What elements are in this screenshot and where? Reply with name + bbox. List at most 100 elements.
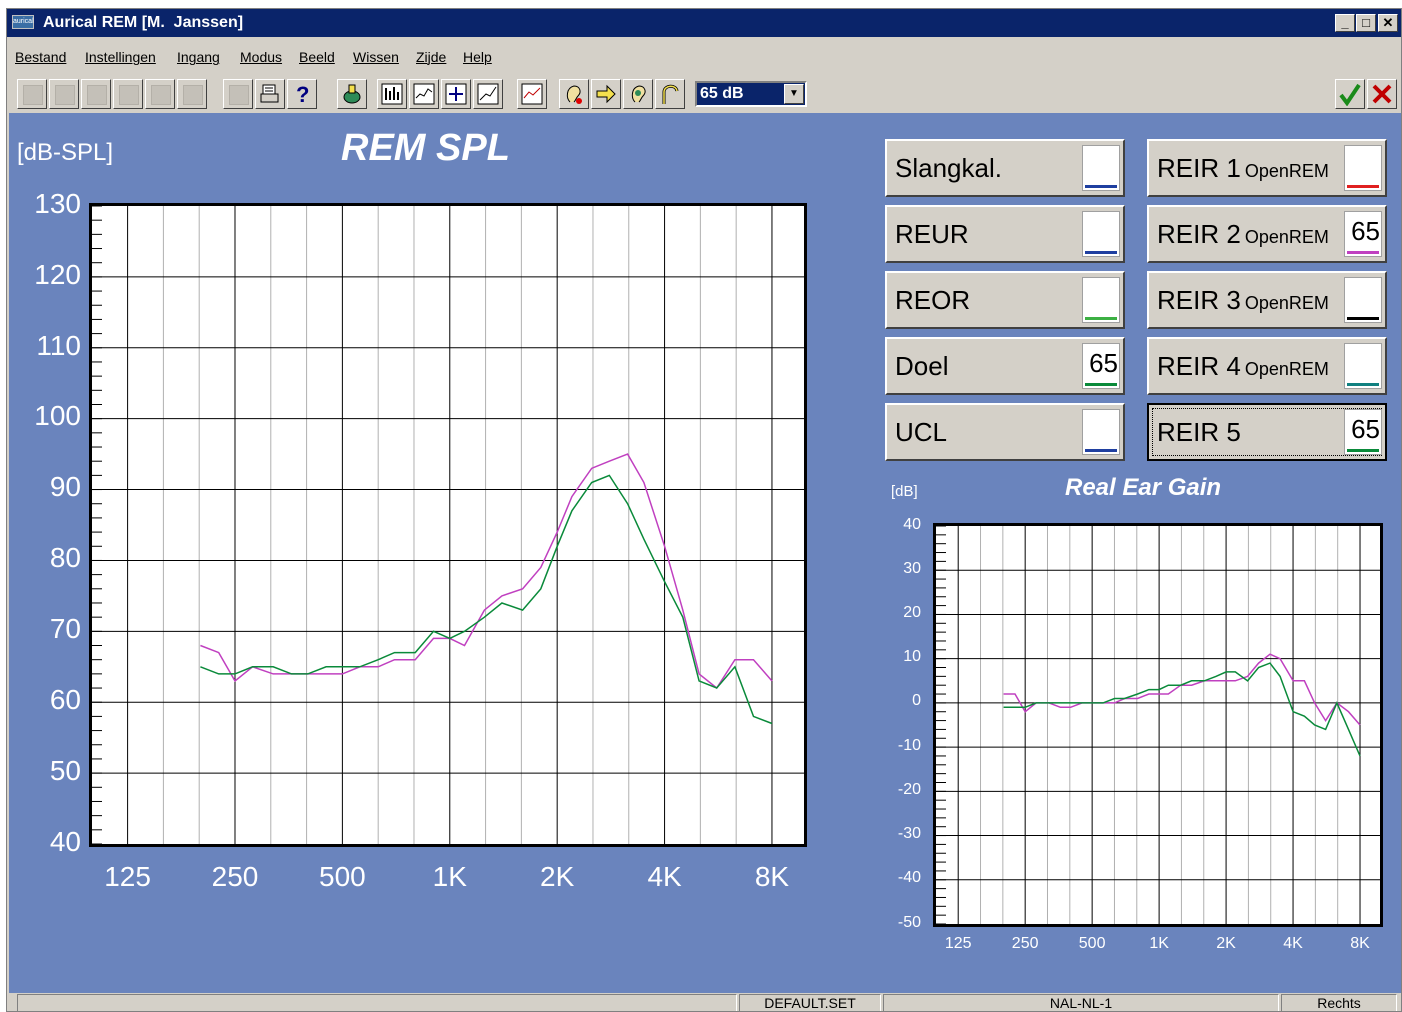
channel-button-doel[interactable]: Doel 65 (885, 337, 1125, 395)
title-bar[interactable]: aurical Aurical REM [M. Janssen] _ □ ✕ (7, 9, 1401, 37)
fft-icon[interactable] (377, 79, 407, 109)
gain-plot (936, 525, 1380, 925)
x-tick-label: 250 (1011, 935, 1039, 952)
channel-color-line (1085, 251, 1117, 254)
close-button[interactable]: ✕ (1378, 14, 1398, 32)
channel-color-line (1085, 449, 1117, 452)
ear-tip-icon[interactable] (623, 79, 653, 109)
hearing-aid-icon[interactable] (655, 79, 685, 109)
ear-icon[interactable] (559, 79, 589, 109)
menu-instellingen[interactable]: Instellingen (85, 49, 156, 65)
channel-name: REUR (895, 219, 969, 249)
view-icon[interactable] (517, 79, 547, 109)
menu-bestand[interactable]: Bestand (15, 49, 67, 65)
spl-title: REM SPL (341, 127, 510, 169)
cross-icon[interactable] (1367, 79, 1397, 109)
target-icon[interactable] (441, 79, 471, 109)
y-tick-label: 110 (36, 329, 81, 361)
application-window: aurical Aurical REM [M. Janssen] _ □ ✕ B… (6, 8, 1402, 1012)
channel-button-reor[interactable]: REOR (885, 271, 1125, 329)
channel-name: UCL (895, 417, 948, 447)
channel-button-reir-2[interactable]: REIR 2 OpenREM 65 (1147, 205, 1387, 263)
channel-name: REIR 1 (1157, 153, 1241, 183)
status-bar: DEFAULT.SET NAL-NL-1 Rechts (7, 993, 1401, 1011)
spectrum-icon[interactable] (409, 79, 439, 109)
x-tick-label: 500 (319, 861, 366, 892)
channel-label: REIR 4 OpenREM (1157, 351, 1329, 382)
y-tick-label: -50 (897, 913, 921, 931)
probe-icon[interactable] (337, 79, 367, 109)
y-tick-label: -10 (897, 736, 921, 754)
channel-button-reur[interactable]: REUR (885, 205, 1125, 263)
channel-level-box (1082, 211, 1120, 257)
y-tick-label: 30 (903, 559, 921, 577)
print-icon[interactable] (255, 79, 285, 109)
channel-label: REOR (895, 285, 970, 316)
channel-level: 65 (1351, 216, 1380, 246)
channel-button-reir-5[interactable]: REIR 5 65 (1147, 403, 1387, 461)
menu-modus[interactable]: Modus (240, 49, 283, 65)
channel-button-slangkal[interactable]: Slangkal. (885, 139, 1125, 197)
channel-level-box (1344, 343, 1382, 389)
y-tick-label: 40 (903, 515, 921, 533)
y-tick-label: 120 (34, 258, 81, 290)
x-tick-label: 125 (944, 935, 972, 952)
maximize-button[interactable]: □ (1356, 14, 1376, 32)
channel-level-box: 65 (1344, 211, 1382, 257)
menu-help[interactable]: Help (463, 49, 492, 65)
channel-level-box: 65 (1344, 409, 1382, 455)
waveform-icon (81, 79, 111, 109)
edit-icon (223, 79, 253, 109)
menu-wissen[interactable]: Wissen (353, 49, 399, 65)
arrow-icon[interactable] (591, 79, 621, 109)
svg-text:?: ? (296, 82, 309, 106)
y-tick-label: 130 (34, 187, 81, 219)
x-tick-label: 2K (540, 861, 575, 892)
y-tick-label: 40 (49, 825, 81, 857)
status-fitting-rule: NAL-NL-1 (883, 994, 1279, 1011)
channel-sublabel: OpenREM (1244, 227, 1329, 247)
spl-ylabel: [dB-SPL] (17, 139, 114, 166)
app-logo-icon: aurical (12, 15, 34, 29)
x-tick-label: 125 (104, 861, 151, 892)
minimize-button[interactable]: _ (1335, 14, 1355, 32)
channel-label: UCL (895, 417, 947, 448)
checkmark-icon[interactable] (1335, 79, 1365, 109)
channel-label: REIR 2 OpenREM (1157, 219, 1329, 250)
channel-sublabel: OpenREM (1244, 161, 1329, 181)
channel-color-line (1347, 185, 1379, 188)
y-tick-label: 50 (49, 754, 81, 786)
chevron-down-icon[interactable]: ▼ (784, 84, 804, 104)
main-panel: [dB-SPL] REM SPL Slangkal. REUR REOR Doel 65… (9, 113, 1401, 993)
channel-sublabel: OpenREM (1244, 359, 1329, 379)
series-line-1 (1003, 662, 1361, 757)
level-select[interactable]: 65 dB ▼ (695, 81, 807, 107)
window-title: Aurical REM [M. Janssen] (43, 14, 244, 31)
channel-button-reir-1[interactable]: REIR 1 OpenREM (1147, 139, 1387, 197)
x-tick-label: 8K (1350, 935, 1370, 952)
channel-label: REIR 1 OpenREM (1157, 153, 1329, 184)
menu-beeld[interactable]: Beeld (299, 49, 335, 65)
channel-color-line (1347, 449, 1379, 452)
channel-name: REIR 2 (1157, 219, 1241, 249)
y-tick-label: 70 (49, 613, 81, 645)
x-tick-label: 4K (647, 861, 682, 892)
channel-level-box: 65 (1082, 343, 1120, 389)
channel-name: Doel (895, 351, 949, 381)
x-tick-label: 8K (754, 861, 790, 892)
channel-button-reir-4[interactable]: REIR 4 OpenREM (1147, 337, 1387, 395)
channel-sublabel: OpenREM (1244, 293, 1329, 313)
help-icon[interactable]: ? (287, 79, 317, 109)
gain-title: Real Ear Gain (1065, 474, 1222, 501)
menu-ingang[interactable]: Ingang (177, 49, 220, 65)
channel-button-reir-3[interactable]: REIR 3 OpenREM (1147, 271, 1387, 329)
channel-color-line (1085, 383, 1117, 386)
gain-icon[interactable] (473, 79, 503, 109)
status-side: Rechts (1281, 994, 1397, 1011)
channel-name: REOR (895, 285, 971, 315)
menu-zijde[interactable]: Zijde (416, 49, 447, 65)
channel-name: Slangkal. (895, 153, 1002, 183)
channel-button-ucl[interactable]: UCL (885, 403, 1125, 461)
y-tick-label: 20 (903, 604, 921, 622)
spl-plot (92, 205, 804, 845)
